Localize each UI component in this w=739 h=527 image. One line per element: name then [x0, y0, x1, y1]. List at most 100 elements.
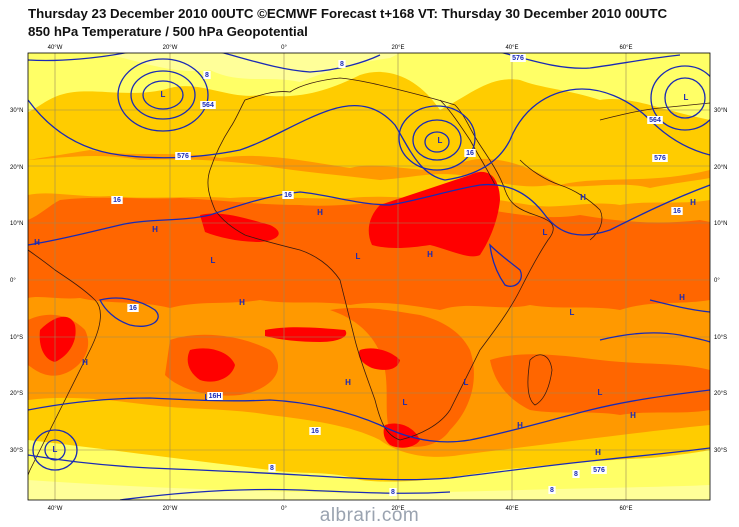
temp-band-subtropic-gold	[28, 155, 710, 207]
pressure-center-label: H	[595, 448, 601, 457]
contour-label-box	[647, 116, 663, 124]
pressure-center-label: H	[690, 198, 696, 207]
contour-label-box	[203, 71, 211, 79]
contour-label-box	[389, 488, 397, 496]
pressure-center-label: L	[570, 308, 575, 317]
pressure-center-label: L	[598, 388, 603, 397]
latitude-label: 10°N	[714, 221, 727, 227]
contour-value-label: 576	[177, 153, 189, 160]
latitude-label: 0°	[10, 278, 16, 284]
pressure-center-label: L	[543, 228, 548, 237]
temp-band-south-pale	[28, 480, 710, 500]
longitude-label: 40°W	[48, 45, 63, 51]
contour-label-box	[338, 60, 346, 68]
contour-value-label: 8	[550, 487, 554, 494]
contour-label-box	[652, 154, 668, 162]
longitude-label: 20°E	[391, 506, 404, 512]
graticule	[28, 53, 710, 500]
contour-value-label: 16	[673, 208, 681, 215]
longitude-label: 0°	[281, 45, 287, 51]
contour-value-label: 16	[113, 197, 121, 204]
latitude-label: 20°S	[714, 391, 727, 397]
geopotential-contours	[28, 53, 710, 500]
pressure-center-label: H	[427, 250, 433, 259]
latitude-labels-left: 30°N 20°N 10°N 0° 10°S 20°S 30°S	[10, 108, 23, 454]
pressure-center-label: L	[161, 90, 166, 99]
temp-band-tropic-darkorange	[28, 197, 710, 310]
latitude-label: 10°N	[10, 221, 23, 227]
watermark-text: albrari.com	[319, 505, 420, 526]
temp-band-south-africa	[330, 307, 474, 447]
contour-labels: 8 8 564 576 16 16 16 16 16 16 8 8 8 576 576 576 564 16H 8	[111, 54, 683, 496]
latitude-label: 20°S	[10, 391, 23, 397]
chart-title-line1: Thursday 23 December 2010 00UTC ©ECMWF F…	[28, 6, 668, 21]
temperature-field	[28, 53, 710, 500]
contour-value-label: 8	[270, 465, 274, 472]
contour-value-label: 576	[512, 55, 524, 62]
contour-label-box	[175, 152, 191, 160]
longitude-labels-top: 40°W 20°W 0° 20°E 40°E 60°E	[48, 45, 633, 51]
latitude-label: 20°N	[10, 165, 23, 171]
contour-label-box	[591, 466, 607, 474]
contour-value-label: 576	[593, 467, 605, 474]
contour-label-box	[510, 54, 526, 62]
pressure-center-label: H	[679, 293, 685, 302]
temp-hotspot-brazil	[39, 316, 76, 362]
pressure-center-label: L	[684, 93, 689, 102]
pressure-center-label: L	[356, 252, 361, 261]
longitude-label: 40°W	[48, 506, 63, 512]
temp-hotspot-atlantic	[265, 327, 347, 342]
longitude-labels-bottom: 40°W 20°W 0° 20°E 40°E 60°E	[48, 506, 633, 512]
pressure-centers: L L L L H H L H H H L H L H H H L L H L H L H H L	[34, 90, 696, 457]
latitude-label: 10°S	[10, 335, 23, 341]
contour-label-box	[127, 304, 139, 312]
longitude-label: 20°W	[163, 45, 178, 51]
pressure-center-label: L	[403, 398, 408, 407]
latitude-labels-right: 30°N 20°N 10°N 0° 10°S 20°S 30°S	[714, 108, 727, 454]
longitude-label: 20°E	[391, 45, 404, 51]
pressure-center-label: L	[438, 136, 443, 145]
pressure-center-label: H	[517, 421, 523, 430]
longitude-label: 0°	[281, 506, 287, 512]
temp-hotspot-sahel	[368, 171, 500, 257]
contour-value-label: 564	[649, 117, 661, 124]
longitude-label: 60°E	[619, 506, 632, 512]
latitude-label: 30°S	[10, 448, 23, 454]
pressure-center-label: H	[580, 193, 586, 202]
contour-label-box	[671, 207, 683, 215]
pressure-center-label: H	[345, 378, 351, 387]
pressure-center-label: L	[464, 378, 469, 387]
contour-value-label: 8	[340, 61, 344, 68]
pressure-center-label: H	[630, 411, 636, 420]
contour-label-box	[309, 427, 321, 435]
longitude-label: 60°E	[619, 45, 632, 51]
contour-value-label: 16	[466, 150, 474, 157]
contour-value-label: 16	[311, 428, 319, 435]
latitude-label: 30°S	[714, 448, 727, 454]
contour-value-label: 8	[391, 489, 395, 496]
longitude-label: 40°E	[505, 506, 518, 512]
longitude-label: 20°W	[163, 506, 178, 512]
contour-value-label: 16	[284, 192, 292, 199]
contour-label-box	[572, 470, 580, 478]
pressure-center-label: H	[317, 208, 323, 217]
contour-value-label: 8	[205, 72, 209, 79]
pressure-center-label: H	[82, 358, 88, 367]
contour-label-box	[207, 392, 223, 400]
chart-title-line2: 850 hPa Temperature / 500 hPa Geopotenti…	[28, 24, 308, 39]
temp-hotspot-southatlantic	[187, 348, 235, 382]
contour-value-label: 8	[574, 471, 578, 478]
pressure-center-label: L	[53, 445, 58, 454]
temp-hotspot-southafrica	[383, 423, 420, 448]
coastlines	[28, 77, 710, 476]
latitude-label: 30°N	[10, 108, 23, 114]
contour-value-label: 16	[129, 305, 137, 312]
latitude-label: 10°S	[714, 335, 727, 341]
pressure-center-label: H	[152, 225, 158, 234]
contour-label-box	[464, 149, 476, 157]
temp-band-south-yellow	[28, 440, 710, 500]
latitude-label: 30°N	[714, 108, 727, 114]
latitude-label: 20°N	[714, 165, 727, 171]
longitude-label: 40°E	[505, 45, 518, 51]
